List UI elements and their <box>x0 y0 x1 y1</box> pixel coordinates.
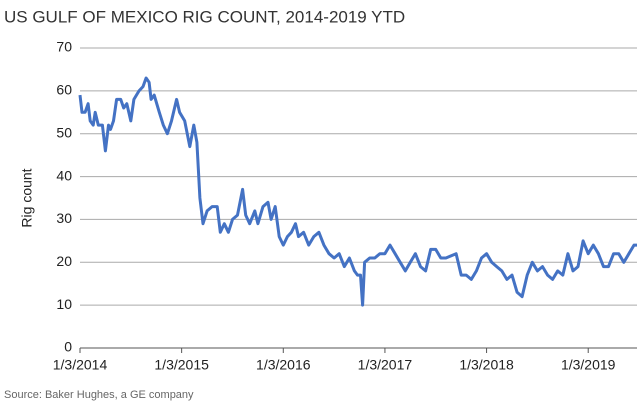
x-tick-label: 1/3/2014 <box>53 357 108 373</box>
x-tick-label: 1/3/2015 <box>154 357 209 373</box>
y-tick-label: 70 <box>56 39 72 55</box>
x-tick-label: 1/3/2017 <box>358 357 413 373</box>
x-tick-label: 1/3/2019 <box>561 357 616 373</box>
y-tick-label: 40 <box>56 167 72 183</box>
y-tick-label: 20 <box>56 253 72 269</box>
y-tick-label: 10 <box>56 296 72 312</box>
y-axis-label: Rig count <box>19 168 35 227</box>
y-tick-label: 60 <box>56 82 72 98</box>
chart-title: US GULF OF MEXICO RIG COUNT, 2014-2019 Y… <box>4 7 405 26</box>
y-tick-label: 30 <box>56 210 72 226</box>
x-tick-label: 1/3/2018 <box>459 357 514 373</box>
source-note: Source: Baker Hughes, a GE company <box>4 389 194 401</box>
y-tick-label: 0 <box>64 339 72 355</box>
data-line <box>78 76 637 307</box>
y-tick-label: 50 <box>56 124 72 140</box>
x-tick-label: 1/3/2016 <box>256 357 311 373</box>
